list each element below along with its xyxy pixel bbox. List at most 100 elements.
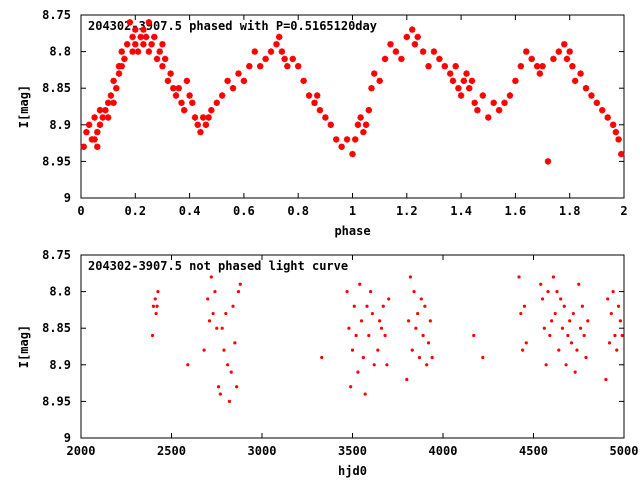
- data-point: [80, 143, 87, 150]
- data-point: [414, 326, 418, 330]
- data-point: [209, 275, 213, 279]
- data-point: [584, 355, 588, 360]
- data-point: [367, 333, 371, 338]
- plot-frame: [80, 254, 625, 439]
- data-point: [349, 150, 356, 158]
- x-tick-label: 0.2: [124, 204, 146, 218]
- data-point: [231, 304, 235, 308]
- data-point: [423, 304, 427, 308]
- data-point: [557, 348, 561, 352]
- data-point: [85, 121, 93, 128]
- data-point: [267, 48, 275, 55]
- data-point: [563, 55, 571, 63]
- data-point: [208, 107, 215, 114]
- data-point: [262, 55, 269, 63]
- data-point: [551, 275, 556, 279]
- data-point: [134, 48, 142, 55]
- panel-title: 204302-3907.5 phased with P=0.5165120day: [88, 19, 377, 33]
- data-point: [550, 55, 557, 63]
- data-point: [356, 370, 360, 374]
- x-tick-label: 1.2: [396, 204, 418, 218]
- data-point: [506, 92, 514, 99]
- data-point: [235, 70, 242, 77]
- data-point: [189, 99, 196, 106]
- data-point: [604, 114, 611, 121]
- data-point: [345, 290, 349, 294]
- data-point: [354, 333, 358, 338]
- data-point: [607, 341, 612, 345]
- data-point: [363, 392, 367, 396]
- data-point: [569, 63, 576, 70]
- data-point: [229, 370, 233, 374]
- data-point: [405, 377, 409, 382]
- data-point: [202, 348, 206, 352]
- data-point: [99, 114, 106, 121]
- phased-light-curve-panel: 0 0.2 0.4 0.6 0.8 1 1.2 1.4 1.6 1.8 2 8.75 8.8 8.85 8.…: [17, 8, 628, 238]
- data-point: [586, 319, 590, 323]
- data-point: [372, 363, 376, 367]
- data-point: [414, 33, 421, 41]
- data-point: [320, 355, 324, 360]
- data-point: [170, 85, 177, 92]
- data-point: [555, 48, 562, 55]
- data-point: [281, 55, 288, 63]
- data-point: [524, 341, 528, 345]
- data-point: [620, 333, 624, 338]
- x-tick-label: 2: [620, 204, 627, 218]
- data-point: [220, 326, 224, 330]
- data-point: [479, 92, 486, 99]
- data-point: [485, 114, 492, 121]
- data-point: [140, 41, 147, 48]
- data-point: [616, 304, 621, 308]
- data-point: [289, 55, 296, 63]
- data-point: [528, 55, 535, 63]
- y-tick-label: 9: [64, 431, 71, 445]
- data-point: [410, 348, 414, 352]
- data-point: [200, 114, 207, 121]
- data-point: [593, 99, 601, 106]
- data-point: [113, 85, 120, 92]
- data-point: [327, 121, 334, 128]
- data-point: [539, 63, 546, 70]
- data-point: [569, 341, 574, 345]
- data-point: [91, 136, 98, 143]
- data-point: [118, 63, 125, 70]
- data-point: [257, 63, 264, 70]
- data-point: [132, 26, 139, 33]
- data-point: [156, 290, 160, 294]
- y-tick-label: 8.8: [49, 285, 71, 299]
- data-point: [126, 19, 134, 26]
- data-point: [411, 41, 419, 48]
- data-point: [164, 77, 172, 85]
- data-point: [276, 33, 283, 41]
- data-point: [517, 63, 524, 70]
- data-point: [246, 63, 253, 70]
- data-point: [316, 107, 324, 114]
- data-point: [618, 319, 622, 323]
- data-point: [419, 297, 423, 301]
- data-point: [107, 92, 115, 99]
- data-point: [564, 363, 568, 367]
- data-point: [416, 311, 420, 316]
- data-point: [83, 128, 90, 136]
- data-point: [352, 136, 359, 143]
- x-tick-label: 0.6: [233, 204, 255, 218]
- x-tick-label: 2500: [157, 444, 186, 458]
- data-point: [376, 348, 380, 352]
- data-point: [559, 297, 563, 301]
- data-point: [615, 348, 619, 352]
- data-point: [124, 41, 131, 48]
- data-point: [501, 99, 508, 106]
- data-point: [343, 136, 351, 143]
- data-point: [186, 92, 193, 99]
- data-point: [561, 41, 568, 48]
- data-point: [222, 348, 226, 352]
- data-point: [376, 77, 383, 85]
- data-point: [143, 33, 150, 41]
- data-point: [300, 77, 307, 85]
- data-point: [358, 282, 362, 286]
- x-axis-label: phase: [334, 224, 370, 238]
- data-point: [311, 99, 318, 106]
- data-point: [523, 48, 530, 55]
- data-point: [615, 136, 622, 143]
